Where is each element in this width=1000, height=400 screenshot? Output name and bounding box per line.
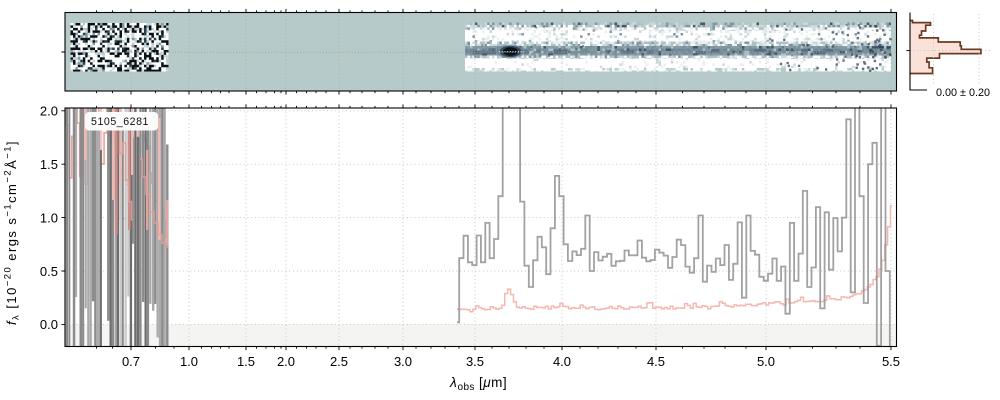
svg-text:0.7: 0.7 <box>122 354 140 369</box>
svg-text:2.0: 2.0 <box>40 104 58 119</box>
svg-text:1.5: 1.5 <box>237 354 255 369</box>
svg-text:[μm]: [μm] <box>479 375 507 390</box>
svg-text:0.0: 0.0 <box>40 317 58 332</box>
svg-text:2.5: 2.5 <box>330 354 348 369</box>
svg-text:1.0: 1.0 <box>40 210 58 225</box>
svg-text:5.0: 5.0 <box>757 354 775 369</box>
svg-text:4.5: 4.5 <box>647 354 665 369</box>
svg-text:5.5: 5.5 <box>882 354 900 369</box>
svg-text:1.0: 1.0 <box>180 354 198 369</box>
svg-text:fλ [10−20 ergs s−1cm−2Å−1]: fλ [10−20 ergs s−1cm−2Å−1] <box>3 140 22 325</box>
svg-text:5105_6281: 5105_6281 <box>91 116 149 128</box>
svg-text:1.5: 1.5 <box>40 157 58 172</box>
svg-text:0.00 ± 0.20: 0.00 ± 0.20 <box>936 87 990 99</box>
svg-text:0.5: 0.5 <box>40 264 58 279</box>
svg-text:3.5: 3.5 <box>466 354 484 369</box>
svg-text:3.0: 3.0 <box>394 354 412 369</box>
svg-text:λ: λ <box>449 375 457 390</box>
svg-text:2.0: 2.0 <box>277 354 295 369</box>
svg-text:4.0: 4.0 <box>553 354 571 369</box>
svg-text:obs: obs <box>458 382 475 393</box>
